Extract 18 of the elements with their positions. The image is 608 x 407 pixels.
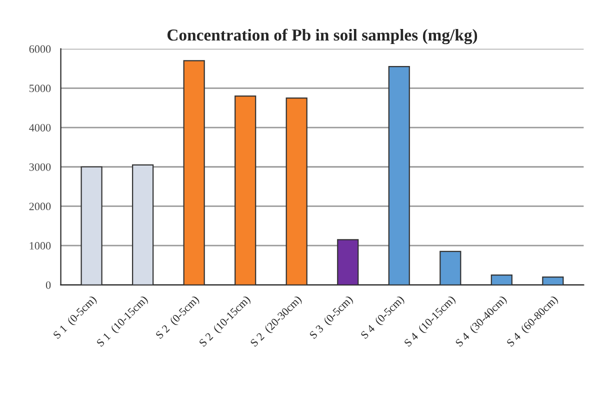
y-tick-label: 4000 [29,124,51,132]
bar [80,166,102,285]
chart-title: Concentration of Pb in soil samples (mg/kg) [168,28,478,44]
y-tick-label: 3000 [29,163,51,171]
y-tick-label: 6000 [29,45,51,53]
bar [234,95,256,285]
y-tick-label: 2000 [29,202,51,210]
bar [388,66,410,285]
bar [337,239,359,285]
bar [132,164,154,285]
y-tick-label: 5000 [30,84,51,92]
bar [542,276,564,285]
y-tick-label: 1000 [30,242,51,250]
y-tick-label: 0 [46,281,51,289]
bar [183,60,205,285]
bar [286,97,308,285]
bar [440,250,462,285]
bar [490,274,512,285]
